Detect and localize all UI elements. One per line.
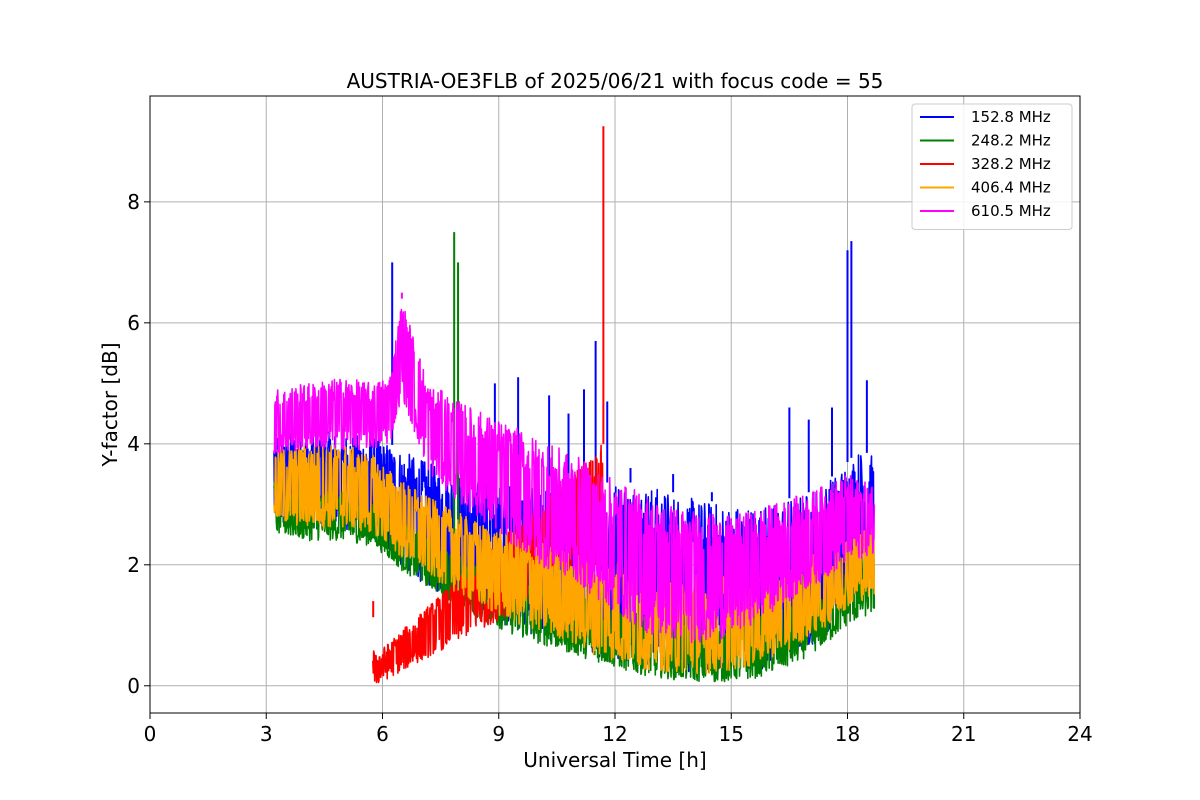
y-axis-label: Y-factor [dB] xyxy=(98,342,122,467)
x-tick-label: 6 xyxy=(376,722,389,746)
chart-title: AUSTRIA-OE3FLB of 2025/06/21 with focus … xyxy=(347,69,884,93)
series-3 xyxy=(273,444,876,675)
x-tick-label: 15 xyxy=(719,722,744,746)
x-tick-label: 21 xyxy=(951,722,976,746)
y-tick-label: 0 xyxy=(127,674,140,698)
legend-label: 152.8 MHz xyxy=(971,108,1051,126)
y-tick-label: 6 xyxy=(127,311,140,335)
legend-label: 406.4 MHz xyxy=(971,179,1051,197)
x-tick-label: 9 xyxy=(492,722,505,746)
y-tick-label: 4 xyxy=(127,432,140,456)
y-tick-label: 2 xyxy=(127,553,140,577)
series-4 xyxy=(273,292,876,644)
x-tick-label: 12 xyxy=(602,722,627,746)
legend-label: 248.2 MHz xyxy=(971,132,1051,150)
legend-label: 328.2 MHz xyxy=(971,155,1051,173)
legend-label: 610.5 MHz xyxy=(971,202,1051,220)
series-line xyxy=(273,444,876,675)
y-tick-label: 8 xyxy=(127,190,140,214)
x-axis-label: Universal Time [h] xyxy=(523,748,706,772)
x-axis: 0 3 6 9 12 15 18 21 24 xyxy=(144,713,1093,746)
legend: 152.8 MHz 248.2 MHz 328.2 MHz 406.4 MHz 610.… xyxy=(911,103,1073,230)
y-axis: 0 2 4 6 8 xyxy=(127,190,150,698)
series-line xyxy=(273,308,876,644)
x-tick-label: 24 xyxy=(1067,722,1092,746)
x-tick-label: 18 xyxy=(835,722,860,746)
legend-box xyxy=(911,103,1073,230)
x-tick-label: 3 xyxy=(260,722,273,746)
x-tick-label: 0 xyxy=(144,722,157,746)
plot-area xyxy=(273,126,876,684)
